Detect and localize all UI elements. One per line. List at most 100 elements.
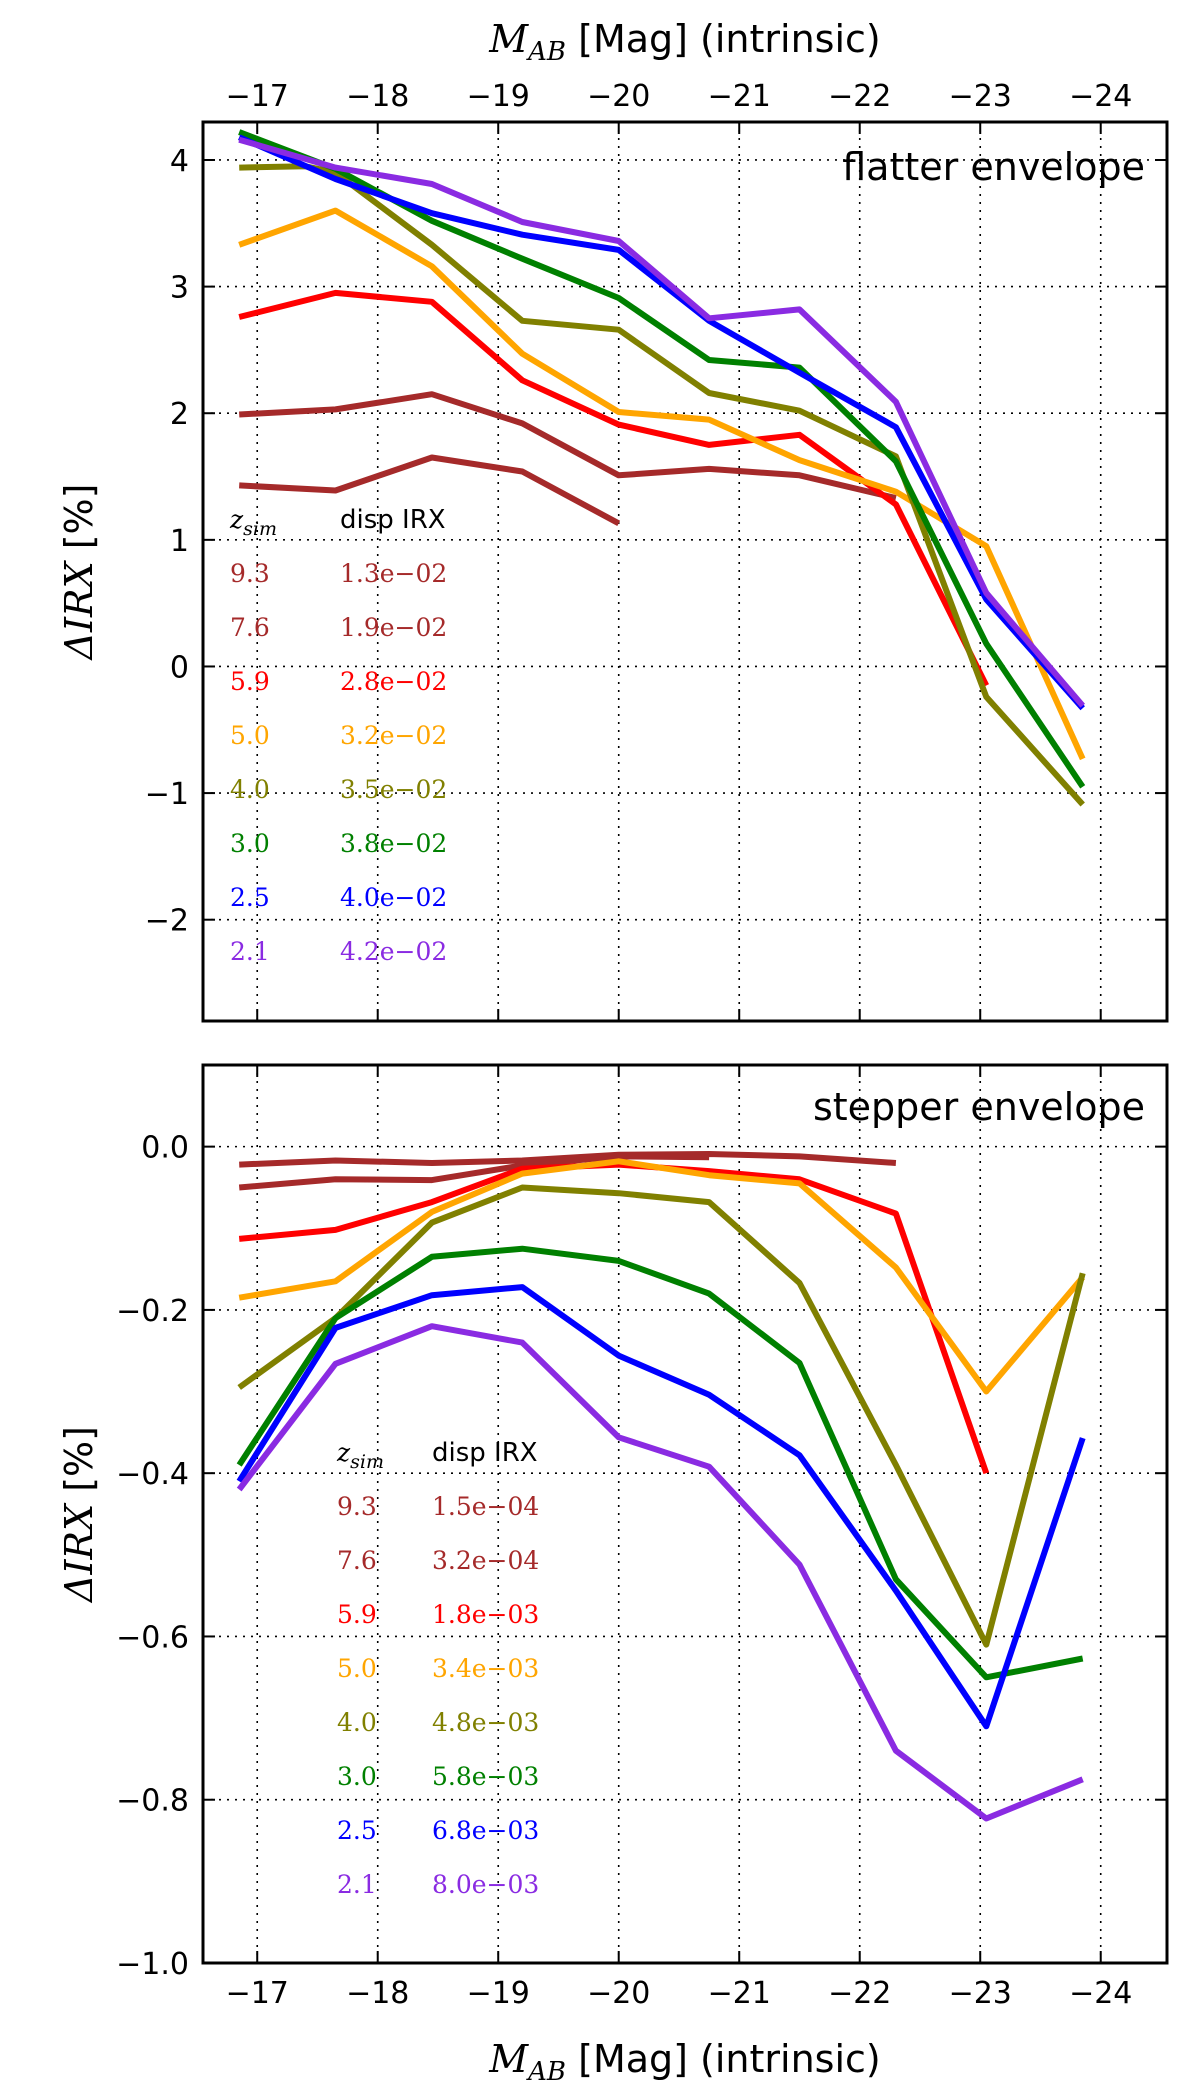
legend-z-value: 5.0	[337, 1654, 377, 1683]
y-tick-label: 3	[170, 271, 189, 306]
legend-z-value: 4.0	[230, 775, 270, 804]
x-axis-unit: [Mag] (intrinsic)	[566, 2037, 881, 2081]
y-axis-symbol: ΔIRX	[57, 1502, 101, 1604]
x-tick-label: −22	[828, 1976, 891, 2011]
bottom-annotation: stepper envelope	[813, 1085, 1145, 1129]
legend-disp-value: 4.8e−03	[432, 1708, 539, 1737]
x-tick-label: −24	[1069, 1976, 1132, 2011]
legend-header-subscript: sim	[350, 1451, 384, 1473]
legend-disp-value: 3.2e−02	[340, 721, 447, 750]
y-tick-label: −1.0	[116, 1947, 189, 1982]
y-tick-label: −0.6	[116, 1620, 189, 1655]
legend-z-value: 2.5	[337, 1816, 377, 1845]
legend-z-value: 9.3	[337, 1492, 377, 1521]
legend-disp-value: 8.0e−03	[432, 1870, 539, 1899]
y-tick-label: 2	[170, 397, 189, 432]
legend-disp-value: 3.4e−03	[432, 1654, 539, 1683]
series-line-z4.0	[237, 1184, 1086, 1648]
y-axis-unit: [%]	[57, 1426, 101, 1504]
bottom-panel: −17 −18 −19 −20 −21 −22 −23 −24 0.0 −0.2 −0.4 −0.6 −…	[57, 1063, 1169, 2087]
x-axis-subscript: AB	[526, 37, 566, 67]
legend-disp-value: 1.8e−03	[432, 1600, 539, 1629]
legend-z-value: 2.5	[230, 883, 270, 912]
top-series	[238, 129, 1086, 807]
y-tick-label: −1	[145, 777, 189, 812]
legend-disp-value: 3.8e−02	[340, 829, 447, 858]
x-tick-label-top: −20	[587, 79, 650, 114]
legend-header-disp: disp IRX	[340, 505, 446, 535]
x-tick-label-top: −22	[828, 79, 891, 114]
legend-header-z: zsim	[336, 1438, 384, 1473]
legend-z-value: 2.1	[337, 1870, 377, 1899]
legend-z-value: 7.6	[337, 1546, 377, 1575]
x-tick-label-top: −21	[708, 79, 771, 114]
x-tick-label-top: −23	[949, 79, 1012, 114]
series-line-z2.5	[236, 1284, 1086, 1730]
bottom-legend: zsim disp IRX 9.3 1.5e−04 7.6 3.2e−04 5.9 1.8e−…	[336, 1438, 539, 1899]
bottom-y-axis-label: ΔIRX [%]	[57, 1426, 101, 1604]
legend-header-symbol: z	[229, 505, 244, 534]
series-line-z2.1	[238, 136, 1085, 708]
legend-disp-value: 3.2e−04	[432, 1546, 539, 1575]
series-line-z7.6	[238, 1153, 710, 1191]
series-line-z5.9	[238, 1161, 990, 1475]
legend-z-value: 3.0	[230, 829, 270, 858]
series-line-z4.0	[239, 163, 1085, 807]
x-tick-label: −20	[587, 1976, 650, 2011]
legend-disp-value: 5.8e−03	[432, 1762, 539, 1791]
legend-disp-value: 4.0e−02	[340, 883, 447, 912]
legend-z-value: 5.9	[337, 1600, 377, 1629]
x-tick-label-top: −24	[1069, 79, 1132, 114]
y-tick-label: 1	[170, 524, 189, 559]
legend-z-value: 5.0	[230, 721, 270, 750]
top-grid	[203, 122, 1167, 1021]
x-axis-symbol: M	[488, 2037, 529, 2081]
x-tick-label: −19	[467, 1976, 530, 2011]
legend-header-subscript: sim	[243, 518, 277, 540]
y-axis-symbol: ΔIRX	[57, 559, 101, 661]
y-tick-label: −0.8	[116, 1784, 189, 1819]
top-frame	[201, 120, 1169, 1023]
legend-z-value: 9.3	[230, 559, 270, 588]
y-tick-label: 4	[170, 144, 189, 179]
y-axis-unit: [%]	[57, 484, 101, 562]
x-axis-symbol: M	[488, 17, 529, 61]
y-tick-label: −0.4	[116, 1457, 189, 1492]
legend-disp-value: 1.5e−04	[432, 1492, 539, 1521]
x-axis-label: MAB [Mag] (intrinsic)	[488, 2037, 881, 2087]
series-line-z9.3	[239, 1151, 897, 1168]
series-line-z9.3	[239, 454, 621, 527]
y-tick-label: 0.0	[141, 1131, 189, 1166]
x-tick-label: −18	[346, 1976, 409, 2011]
legend-disp-value: 1.3e−02	[340, 559, 447, 588]
series-line-z2.1	[236, 1323, 1084, 1822]
legend-disp-value: 2.8e−02	[340, 667, 447, 696]
y-tick-label: 0	[170, 650, 189, 685]
y-tick-label: −2	[145, 904, 189, 939]
legend-z-value: 2.1	[230, 937, 270, 966]
top-legend: zsim disp IRX 9.3 1.3e−02 7.6 1.9e−02 5.9 2.8e−…	[229, 505, 447, 966]
x-axis-unit: [Mag] (intrinsic)	[566, 17, 881, 61]
legend-disp-value: 4.2e−02	[340, 937, 447, 966]
legend-header-z: zsim	[229, 505, 277, 540]
legend-z-value: 5.9	[230, 667, 270, 696]
legend-disp-value: 6.8e−03	[432, 1816, 539, 1845]
top-x-axis-label: MAB [Mag] (intrinsic)	[488, 17, 881, 67]
legend-header-disp: disp IRX	[432, 1438, 538, 1468]
top-panel: −17 −18 −19 −20 −21 −22 −23 −24 4 3 2 1 0 −1 −2 flatter…	[57, 17, 1169, 1023]
top-ticks: −17 −18 −19 −20 −21 −22 −23 −24 4 3 2 1 0 −1 −2	[145, 79, 1167, 1021]
x-tick-label-top: −18	[346, 79, 409, 114]
x-tick-label: −17	[226, 1976, 289, 2011]
legend-disp-value: 1.9e−02	[340, 613, 447, 642]
series-line-z2.5	[238, 134, 1085, 711]
legend-z-value: 4.0	[337, 1708, 377, 1737]
top-y-axis-label: ΔIRX [%]	[57, 484, 101, 662]
legend-z-value: 3.0	[337, 1762, 377, 1791]
x-tick-label-top: −19	[467, 79, 530, 114]
series-line-z7.6	[239, 391, 897, 502]
x-tick-label: −21	[708, 1976, 771, 2011]
bottom-frame	[201, 1063, 1169, 1965]
y-tick-label: −0.2	[116, 1294, 189, 1329]
bottom-series	[236, 1151, 1086, 1822]
